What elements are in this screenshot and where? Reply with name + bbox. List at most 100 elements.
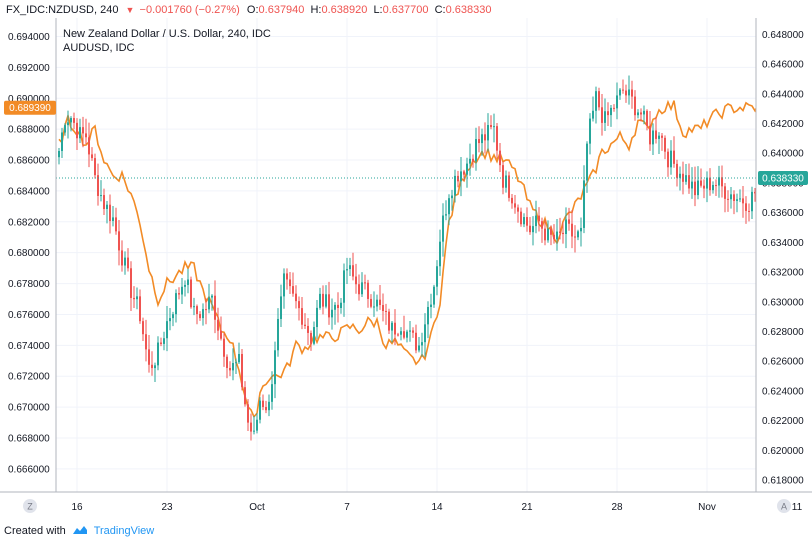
candle-body <box>409 330 411 332</box>
candle-body <box>739 198 741 200</box>
candle-body <box>457 175 459 182</box>
candle-body <box>592 110 594 119</box>
right-tick-label: 0.632000 <box>762 268 804 279</box>
candle-body <box>310 332 312 344</box>
left-badge-value: 0.689390 <box>9 103 51 114</box>
candle-body <box>445 214 447 216</box>
candle-body <box>715 185 717 187</box>
right-tick-label: 0.622000 <box>762 416 804 427</box>
candle-body <box>667 151 669 168</box>
candle-body <box>373 306 375 308</box>
candle-body <box>349 265 351 270</box>
right-tick-label: 0.634000 <box>762 238 804 249</box>
time-axis[interactable]: 1623Oct7142128Nov1118 <box>71 502 812 513</box>
candle-body <box>352 265 354 277</box>
candle-body <box>640 112 642 115</box>
candle-body <box>124 257 126 266</box>
candle-body <box>283 273 285 297</box>
candle-body <box>64 125 66 133</box>
price-chart[interactable]: 0.694000 0.692000 0.690000 0.688000 0.686000… <box>0 18 812 518</box>
candle-body <box>154 365 156 369</box>
candle-body <box>535 215 537 227</box>
time-tick-label: 7 <box>344 502 350 513</box>
candle-body <box>601 107 603 123</box>
candle-body <box>370 298 372 307</box>
candle-body <box>313 327 315 344</box>
left-tick-label: 0.682000 <box>8 217 50 228</box>
candle-body <box>454 175 456 196</box>
left-price-axis[interactable]: 0.694000 0.692000 0.690000 0.688000 0.686000… <box>8 32 50 475</box>
right-tick-label: 0.636000 <box>762 208 804 219</box>
candle-body <box>397 334 399 336</box>
candle-body <box>319 293 321 308</box>
candle-body <box>97 175 99 196</box>
candle-body <box>307 325 309 333</box>
candle-body <box>259 400 261 420</box>
candle-body <box>199 314 201 319</box>
symbol-label[interactable]: FX_IDC:NZDUSD, 240 <box>6 4 119 16</box>
candle-body <box>670 150 672 168</box>
candle-body <box>274 350 276 385</box>
candle-body <box>469 158 471 164</box>
candle-body <box>508 175 510 198</box>
candle-body <box>235 362 237 364</box>
candle-body <box>136 296 138 300</box>
tradingview-link[interactable]: TradingView <box>93 525 155 537</box>
candle-body <box>748 210 750 212</box>
candle-body <box>253 430 255 432</box>
low-label: L: <box>373 4 383 16</box>
candle-body <box>724 186 726 199</box>
candle-body <box>280 296 282 319</box>
candle-body <box>400 331 402 335</box>
legend-compare-series[interactable]: AUDUSD, IDC <box>63 42 135 54</box>
candle-body <box>112 217 114 221</box>
candle-body <box>226 356 228 368</box>
tradingview-cloud-icon <box>72 526 87 534</box>
candle-body <box>733 194 735 201</box>
candle-body <box>88 137 90 155</box>
left-tick-label: 0.666000 <box>8 464 50 475</box>
candle-body <box>550 228 552 235</box>
candle-body <box>367 282 369 299</box>
candle-body <box>91 154 93 159</box>
candle-body <box>364 282 366 284</box>
candle-body <box>694 181 696 196</box>
candle-body <box>649 125 651 145</box>
candle-body <box>289 279 291 287</box>
candle-body <box>163 338 165 344</box>
legend-main-series[interactable]: New Zealand Dollar / U.S. Dollar, 240, I… <box>63 28 271 40</box>
left-price-badge: 0.689390 <box>4 100 56 115</box>
zoom-button[interactable]: Z <box>23 499 37 513</box>
high-label: H: <box>310 4 322 16</box>
time-tick-label: 16 <box>71 502 83 513</box>
low-value: 0.637700 <box>382 4 429 16</box>
candle-body <box>166 321 168 339</box>
candle-body <box>430 304 432 307</box>
candle-body <box>607 111 609 116</box>
candle-body <box>727 198 729 200</box>
audusd-compare-series <box>58 99 762 419</box>
auto-scale-button[interactable]: A <box>777 499 791 513</box>
left-tick-label: 0.672000 <box>8 372 50 383</box>
open-label: O: <box>246 4 259 16</box>
candle-body <box>589 118 591 144</box>
candle-body <box>190 279 192 308</box>
grid <box>56 18 798 492</box>
candle-body <box>736 199 738 201</box>
candle-body <box>442 215 444 242</box>
left-tick-label: 0.680000 <box>8 248 50 259</box>
candle-body <box>223 338 225 357</box>
candle-body <box>427 306 429 325</box>
candle-body <box>151 364 153 369</box>
candle-body <box>322 293 324 307</box>
candle-body <box>286 273 288 280</box>
time-tick-label: Oct <box>249 502 265 513</box>
candle-body <box>466 163 468 175</box>
candle-body <box>406 331 408 338</box>
left-tick-label: 0.694000 <box>8 32 50 43</box>
left-tick-label: 0.670000 <box>8 403 50 414</box>
close-value: 0.638330 <box>445 4 492 16</box>
candle-body <box>358 284 360 295</box>
candle-body <box>100 195 102 197</box>
candle-body <box>421 342 423 346</box>
